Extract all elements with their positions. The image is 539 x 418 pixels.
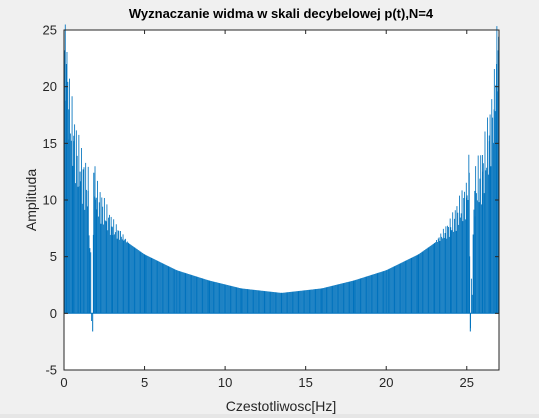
window-bottom-edge xyxy=(0,414,539,418)
y-tick-label: 0 xyxy=(50,306,57,321)
y-tick-label: -5 xyxy=(45,363,57,378)
x-axis-ticks: 0 5 10 15 20 25 xyxy=(60,30,474,390)
chart-title: Wyznaczanie widma w skali decybelowej p(… xyxy=(129,6,434,21)
plot-area-background xyxy=(64,30,499,370)
y-tick-label: 20 xyxy=(43,79,57,94)
y-tick-label: 5 xyxy=(50,249,57,264)
x-tick-label: 20 xyxy=(379,375,393,390)
y-axis-label: Amplituda xyxy=(23,169,39,231)
spectrum-bars xyxy=(63,24,500,332)
y-tick-label: 10 xyxy=(43,193,57,208)
y-tick-label: 25 xyxy=(43,23,57,38)
y-axis-ticks: -5 0 5 10 15 20 25 xyxy=(43,23,499,378)
x-tick-label: 10 xyxy=(218,375,232,390)
x-tick-label: 15 xyxy=(298,375,312,390)
x-tick-label: 5 xyxy=(141,375,148,390)
x-tick-label: 25 xyxy=(460,375,474,390)
y-tick-label: 15 xyxy=(43,136,57,151)
x-axis-label: Czestotliwosc[Hz] xyxy=(226,398,336,414)
x-tick-label: 0 xyxy=(60,375,67,390)
